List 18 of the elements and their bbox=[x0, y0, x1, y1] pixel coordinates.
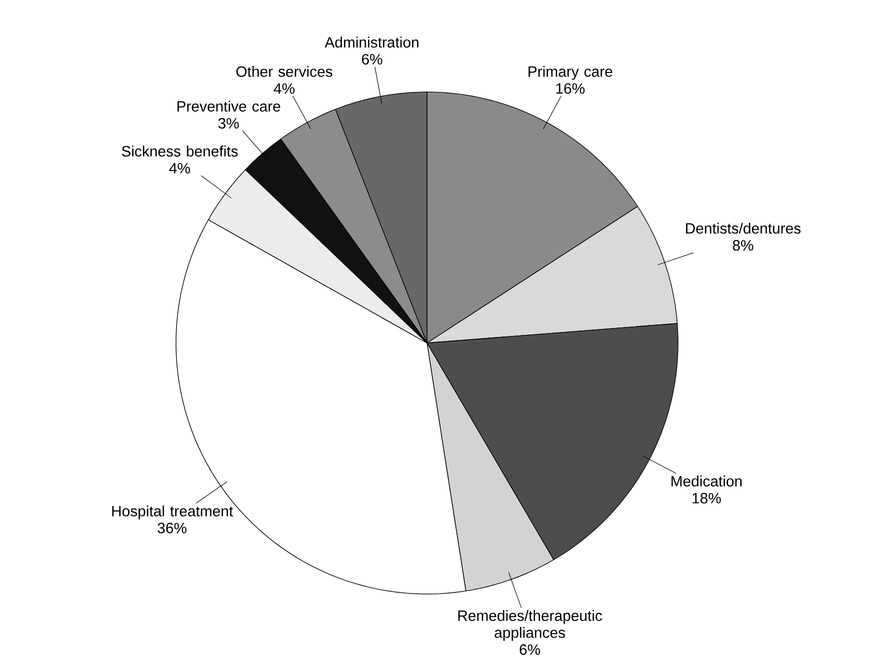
data-label: 36% bbox=[158, 522, 186, 534]
data-label: 8% bbox=[732, 240, 754, 251]
data-label: 18% bbox=[692, 492, 721, 504]
data-label: 3% bbox=[218, 118, 239, 129]
slice-label: Other services bbox=[236, 66, 332, 77]
slice-label: Sickness benefits bbox=[122, 146, 238, 157]
data-label: 4% bbox=[274, 83, 294, 94]
slice-label: Dentists/dentures bbox=[686, 222, 801, 234]
slice-label: Medication bbox=[672, 476, 742, 487]
data-label: 6% bbox=[520, 644, 540, 655]
slice-label: Primary care bbox=[528, 66, 612, 80]
slice-label: Administration bbox=[324, 36, 418, 48]
slice-label: Hospital treatment bbox=[112, 506, 234, 520]
data-label: 16% bbox=[556, 83, 585, 94]
data-label: 6% bbox=[362, 54, 382, 65]
slice-label: Remedies/therapeutic appliances bbox=[458, 610, 602, 641]
data-label: 4% bbox=[169, 163, 190, 174]
slice-label: Preventive care bbox=[177, 100, 280, 112]
